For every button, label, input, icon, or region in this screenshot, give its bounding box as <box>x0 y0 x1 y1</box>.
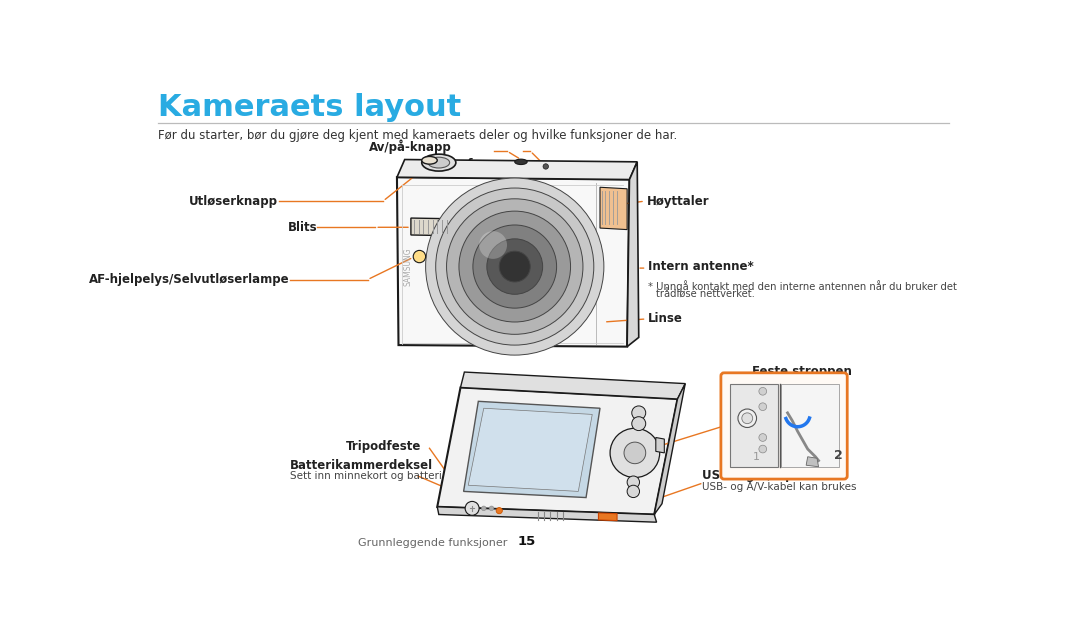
Text: Mikrofon: Mikrofon <box>431 158 490 171</box>
Polygon shape <box>463 401 600 498</box>
Polygon shape <box>397 177 630 346</box>
Circle shape <box>759 445 767 453</box>
Polygon shape <box>469 408 592 491</box>
Polygon shape <box>654 384 685 515</box>
Polygon shape <box>397 159 637 180</box>
Text: Før du starter, bør du gjøre deg kjent med kameraets deler og hvilke funksjoner : Før du starter, bør du gjøre deg kjent m… <box>159 130 677 142</box>
Text: Kameraets layout: Kameraets layout <box>159 93 461 122</box>
Text: Blits: Blits <box>287 220 318 234</box>
Text: Tripodfeste: Tripodfeste <box>347 440 422 453</box>
Circle shape <box>459 211 570 322</box>
Circle shape <box>632 406 646 420</box>
Bar <box>730 384 779 467</box>
Polygon shape <box>600 187 627 229</box>
Polygon shape <box>806 457 819 467</box>
Circle shape <box>627 476 639 488</box>
FancyBboxPatch shape <box>721 373 847 479</box>
Circle shape <box>482 506 486 511</box>
Text: Batterikammerdeksel: Batterikammerdeksel <box>291 459 433 472</box>
Circle shape <box>610 428 660 478</box>
Circle shape <box>759 387 767 395</box>
Text: * Unngå kontakt med den interne antennen når du bruker det: * Unngå kontakt med den interne antennen… <box>648 280 957 292</box>
Text: Linse: Linse <box>648 312 683 326</box>
Circle shape <box>426 178 604 355</box>
Polygon shape <box>410 218 455 236</box>
Polygon shape <box>437 387 677 515</box>
Circle shape <box>759 403 767 411</box>
Text: 1: 1 <box>753 452 760 462</box>
Text: Høyttaler: Høyttaler <box>647 195 710 208</box>
Circle shape <box>496 508 502 513</box>
Ellipse shape <box>515 159 527 164</box>
Circle shape <box>759 433 767 442</box>
Circle shape <box>414 250 426 263</box>
Ellipse shape <box>428 158 449 168</box>
Circle shape <box>624 442 646 464</box>
Bar <box>781 384 839 467</box>
Circle shape <box>543 164 549 169</box>
Ellipse shape <box>422 156 437 164</box>
Polygon shape <box>627 162 638 346</box>
Text: 15: 15 <box>517 535 536 547</box>
Circle shape <box>435 188 594 345</box>
Polygon shape <box>437 507 657 522</box>
Circle shape <box>742 413 753 423</box>
Text: Intern antenne*: Intern antenne* <box>648 260 754 273</box>
Text: 2: 2 <box>835 449 843 462</box>
Circle shape <box>738 409 757 428</box>
Circle shape <box>499 251 530 282</box>
Circle shape <box>446 199 583 335</box>
Polygon shape <box>656 437 664 453</box>
Text: Sett inn minnekort og batteri: Sett inn minnekort og batteri <box>291 471 442 481</box>
Polygon shape <box>460 372 685 399</box>
Circle shape <box>465 501 480 515</box>
Circle shape <box>473 225 556 308</box>
Text: trådløse nettverket.: trådløse nettverket. <box>656 290 755 300</box>
Polygon shape <box>598 513 617 520</box>
Text: Utløserknapp: Utløserknapp <box>189 195 279 208</box>
Text: USB- og A/V-port: USB- og A/V-port <box>702 469 813 483</box>
Text: AF-hjelpelys/Selvutløserlampe: AF-hjelpelys/Selvutløserlampe <box>90 273 291 286</box>
Text: Av/på-knapp: Av/på-knapp <box>368 140 451 154</box>
Text: SAMSUNG: SAMSUNG <box>403 247 413 286</box>
Circle shape <box>632 416 646 430</box>
Text: USB- og A/V-kabel kan brukes: USB- og A/V-kabel kan brukes <box>702 482 856 492</box>
Circle shape <box>627 485 639 498</box>
Circle shape <box>489 506 494 511</box>
Ellipse shape <box>422 154 456 171</box>
Text: Feste stroppen: Feste stroppen <box>752 365 851 378</box>
Circle shape <box>480 231 507 259</box>
Text: Grunnleggende funksjoner: Grunnleggende funksjoner <box>359 537 515 547</box>
Circle shape <box>487 239 542 294</box>
